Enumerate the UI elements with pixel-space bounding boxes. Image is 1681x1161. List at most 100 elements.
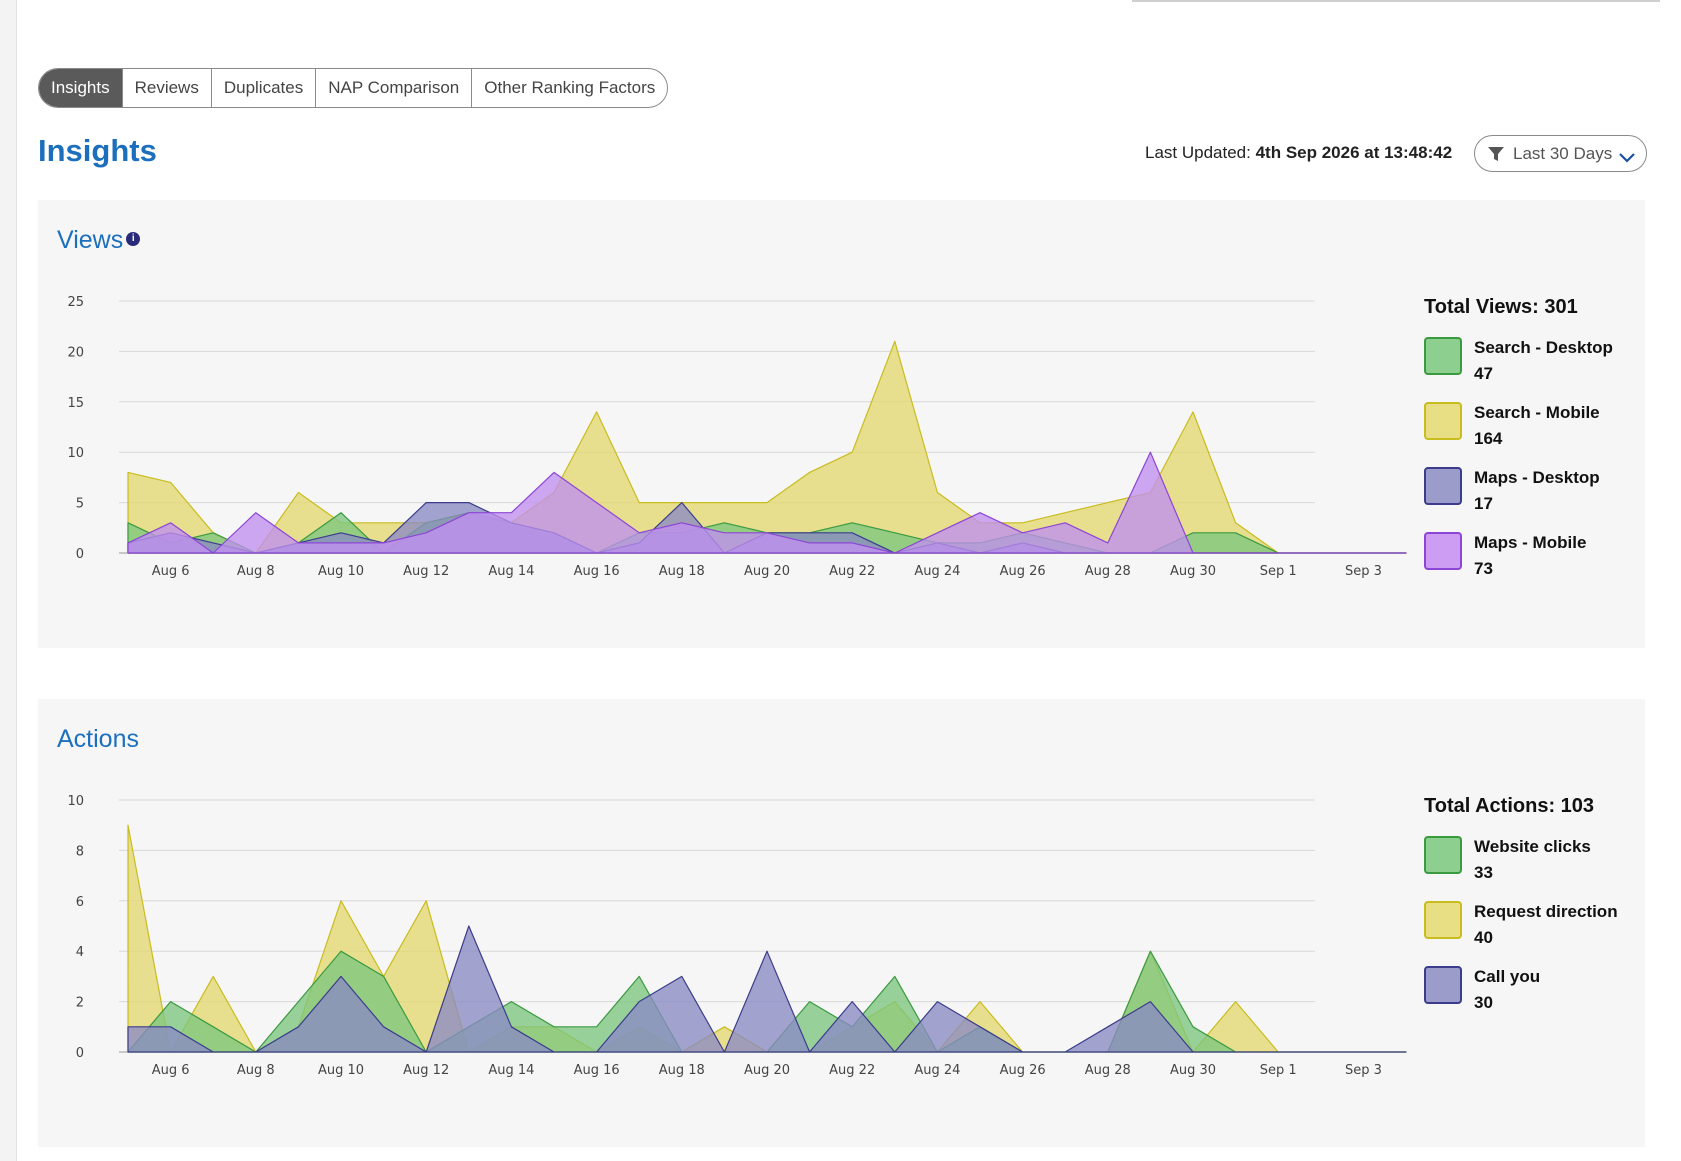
y-tick-label: 2 bbox=[76, 996, 84, 1011]
legend-value: 73 bbox=[1474, 559, 1493, 578]
actions-total: Total Actions: 103 bbox=[1424, 795, 1595, 817]
y-tick-label: 15 bbox=[67, 396, 84, 411]
legend-swatch bbox=[1424, 467, 1462, 505]
x-tick-label: Aug 10 bbox=[318, 1063, 364, 1078]
tab-nap-comparison[interactable]: NAP Comparison bbox=[316, 69, 473, 107]
x-tick-label: Aug 20 bbox=[744, 564, 790, 579]
x-tick-label: Aug 6 bbox=[152, 1063, 190, 1078]
views-total: Total Views: 301 bbox=[1424, 296, 1578, 318]
y-tick-label: 8 bbox=[76, 844, 84, 859]
x-tick-label: Aug 24 bbox=[914, 564, 960, 579]
legend-item-call-you[interactable]: Call you 30 bbox=[1424, 964, 1639, 1029]
date-range-filter[interactable]: Last 30 Days bbox=[1474, 135, 1647, 172]
legend-swatch bbox=[1424, 836, 1462, 874]
tab-bar: Insights Reviews Duplicates NAP Comparis… bbox=[38, 68, 669, 108]
x-tick-label: Aug 8 bbox=[237, 564, 275, 579]
views-title-text: Views bbox=[57, 226, 124, 254]
views-chart: 0 5 10 15 20 25 Aug 6 Aug 8 Aug 10 Aug 12 Aug 14 Au… bbox=[67, 295, 1407, 579]
x-tick-label: Aug 30 bbox=[1170, 1063, 1216, 1078]
actions-legend: Total Actions: 103 Website clicks 33 Requ… bbox=[1424, 795, 1639, 1029]
legend-label: Maps - Desktop bbox=[1474, 468, 1600, 487]
legend-label: Call you bbox=[1474, 967, 1541, 986]
x-tick-label: Aug 24 bbox=[914, 1063, 960, 1078]
x-tick-label: Aug 6 bbox=[152, 564, 190, 579]
legend-value: 47 bbox=[1474, 364, 1493, 383]
x-tick-label: Aug 26 bbox=[1000, 564, 1046, 579]
legend-item-request-direction[interactable]: Request direction 40 bbox=[1424, 899, 1639, 964]
y-tick-label: 4 bbox=[76, 945, 84, 960]
legend-value: 17 bbox=[1474, 494, 1493, 513]
y-tick-label: 0 bbox=[76, 547, 84, 562]
x-tick-label: Aug 12 bbox=[403, 1063, 449, 1078]
x-tick-label: Aug 28 bbox=[1085, 1063, 1131, 1078]
legend-value: 164 bbox=[1474, 429, 1503, 448]
legend-swatch bbox=[1424, 337, 1462, 375]
chevron-down-icon bbox=[1619, 152, 1636, 163]
x-tick-label: Aug 20 bbox=[744, 1063, 790, 1078]
legend-label: Request direction bbox=[1474, 902, 1618, 921]
x-tick-label: Sep 3 bbox=[1345, 564, 1382, 579]
last-updated-value: 4th Sep 2026 at 13:48:42 bbox=[1255, 143, 1453, 162]
x-tick-label: Aug 14 bbox=[488, 1063, 534, 1078]
views-panel: Views i 0 5 10 15 20 25 Aug 6 Aug 8 Aug 10 Aug 12 A… bbox=[38, 200, 1645, 648]
legend-item-maps-mobile[interactable]: Maps - Mobile 73 bbox=[1424, 530, 1639, 595]
x-tick-label: Sep 1 bbox=[1260, 564, 1297, 579]
top-divider bbox=[1132, 0, 1660, 2]
x-tick-label: Aug 16 bbox=[574, 1063, 620, 1078]
legend-swatch bbox=[1424, 901, 1462, 939]
y-tick-label: 6 bbox=[76, 895, 84, 910]
actions-title: Actions bbox=[57, 725, 139, 753]
x-tick-label: Aug 18 bbox=[659, 1063, 705, 1078]
date-range-label: Last 30 Days bbox=[1513, 143, 1613, 163]
legend-value: 40 bbox=[1474, 928, 1493, 947]
series-area-maps-mobile[interactable] bbox=[127, 451, 1407, 554]
tab-insights[interactable]: Insights bbox=[39, 69, 123, 107]
tab-reviews[interactable]: Reviews bbox=[123, 69, 212, 107]
legend-item-maps-desktop[interactable]: Maps - Desktop 17 bbox=[1424, 465, 1639, 530]
funnel-icon bbox=[1488, 146, 1504, 161]
views-legend: Total Views: 301 Search - Desktop 47 Sear… bbox=[1424, 296, 1639, 595]
legend-label: Search - Desktop bbox=[1474, 338, 1613, 357]
legend-item-website-clicks[interactable]: Website clicks 33 bbox=[1424, 834, 1639, 899]
views-title: Views i bbox=[57, 226, 141, 255]
legend-label: Maps - Mobile bbox=[1474, 533, 1587, 552]
y-tick-label: 0 bbox=[76, 1046, 84, 1061]
tab-duplicates[interactable]: Duplicates bbox=[212, 69, 317, 107]
y-tick-label: 20 bbox=[67, 345, 84, 360]
x-tick-label: Aug 30 bbox=[1170, 564, 1216, 579]
x-tick-label: Sep 1 bbox=[1260, 1063, 1297, 1078]
y-tick-label: 5 bbox=[76, 497, 84, 512]
legend-item-search-mobile[interactable]: Search - Mobile 164 bbox=[1424, 400, 1639, 465]
x-tick-label: Aug 18 bbox=[659, 564, 705, 579]
y-tick-label: 10 bbox=[67, 446, 84, 461]
legend-label: Website clicks bbox=[1474, 837, 1591, 856]
x-tick-label: Aug 26 bbox=[1000, 1063, 1046, 1078]
x-tick-label: Aug 16 bbox=[574, 564, 620, 579]
series-area-search-mobile[interactable] bbox=[127, 340, 1407, 554]
x-tick-label: Aug 8 bbox=[237, 1063, 275, 1078]
page-title: Insights bbox=[38, 133, 157, 168]
x-tick-label: Aug 22 bbox=[829, 1063, 875, 1078]
page-container: Insights Reviews Duplicates NAP Comparis… bbox=[16, 0, 1681, 1161]
x-tick-label: Sep 3 bbox=[1345, 1063, 1382, 1078]
x-tick-label: Aug 28 bbox=[1085, 564, 1131, 579]
x-tick-label: Aug 22 bbox=[829, 564, 875, 579]
legend-swatch bbox=[1424, 966, 1462, 1004]
actions-chart: 0 2 4 6 8 10 Aug 6 Aug 8 Aug 10 Aug 12 Aug 14 Aug 1… bbox=[67, 794, 1407, 1078]
x-tick-label: Aug 10 bbox=[318, 564, 364, 579]
legend-swatch bbox=[1424, 532, 1462, 570]
legend-swatch bbox=[1424, 402, 1462, 440]
x-tick-label: Aug 12 bbox=[403, 564, 449, 579]
info-icon[interactable]: i bbox=[126, 232, 141, 246]
last-updated: Last Updated: 4th Sep 2026 at 13:48:42 bbox=[1145, 143, 1452, 163]
y-tick-label: 25 bbox=[67, 295, 84, 310]
last-updated-label: Last Updated: bbox=[1145, 143, 1251, 162]
series-area-call-you[interactable] bbox=[127, 925, 1407, 1053]
legend-value: 30 bbox=[1474, 993, 1493, 1012]
legend-value: 33 bbox=[1474, 863, 1493, 882]
tab-other-ranking-factors[interactable]: Other Ranking Factors bbox=[484, 78, 656, 97]
legend-item-search-desktop[interactable]: Search - Desktop 47 bbox=[1424, 335, 1639, 400]
actions-panel: Actions 0 2 4 6 8 10 Aug 6 Aug 8 Aug 10 Aug 12 Aug… bbox=[38, 699, 1645, 1147]
x-tick-label: Aug 14 bbox=[488, 564, 534, 579]
y-tick-label: 10 bbox=[67, 794, 84, 809]
